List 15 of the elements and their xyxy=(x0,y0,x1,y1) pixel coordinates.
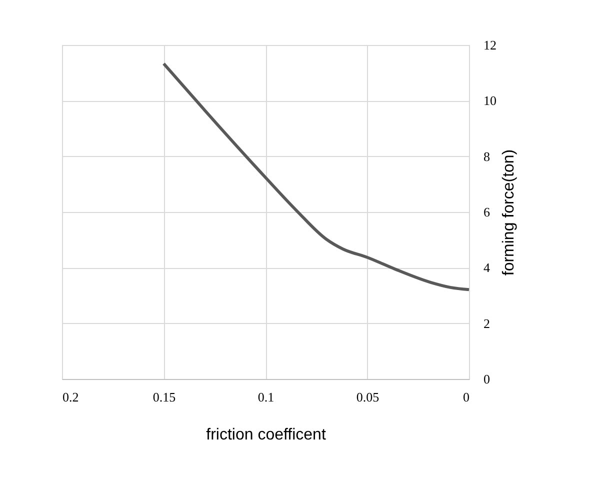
line-series xyxy=(162,62,470,292)
y-tick-label: 2 xyxy=(484,316,490,331)
y-tick-label: 0 xyxy=(484,372,490,386)
x-tick-label: 0 xyxy=(463,390,470,404)
y-axis-title: forming force(ton) xyxy=(500,149,518,276)
x-tick-label: 0.2 xyxy=(62,390,79,404)
y-tick-label: 10 xyxy=(484,93,496,108)
x-tick-label: 0.05 xyxy=(356,390,380,404)
y-tick-label: 6 xyxy=(484,204,490,220)
y-tick-label: 12 xyxy=(484,38,496,52)
x-tick-label: 0.15 xyxy=(152,390,176,404)
y-tick-label: 4 xyxy=(484,260,490,276)
x-axis-title: friction coefficent xyxy=(206,426,326,444)
x-tick-label: 0.1 xyxy=(258,390,274,404)
y-tick-label: 8 xyxy=(484,148,490,164)
